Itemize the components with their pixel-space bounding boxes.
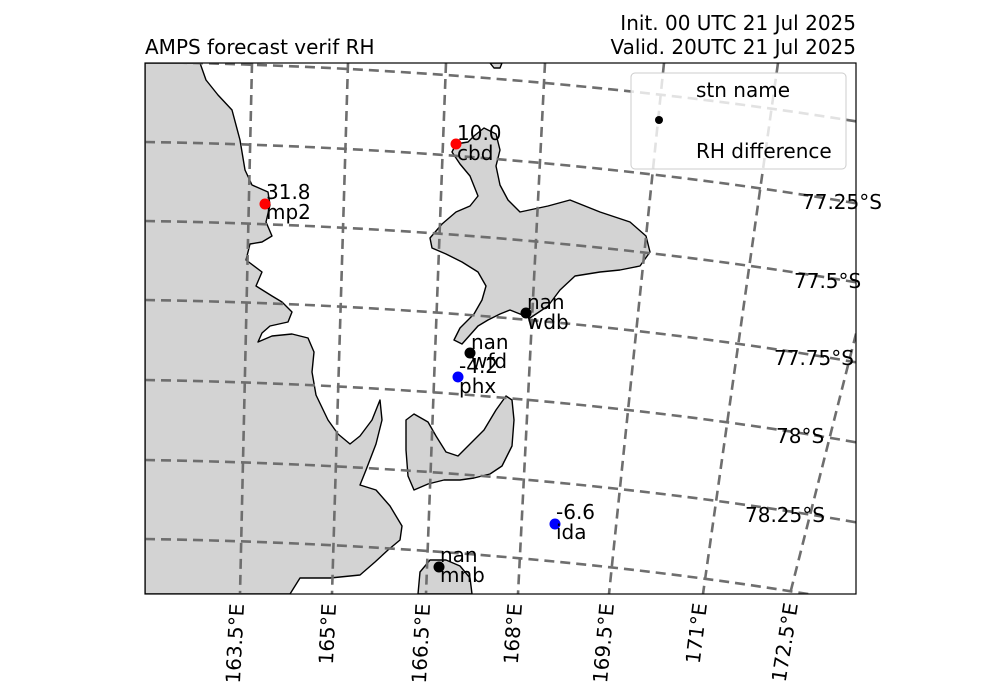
station-value: 31.8	[266, 180, 311, 204]
station-value: nan	[471, 330, 509, 354]
south-island-land	[405, 395, 515, 491]
station-name: mp2	[266, 200, 311, 224]
legend-station-name-label: stn name	[696, 78, 790, 102]
lon-label: 166.5°E	[407, 603, 435, 684]
station-wdb: nan wdb	[520, 290, 569, 334]
north-island-land	[429, 127, 651, 345]
station-marker	[450, 138, 462, 150]
station-marker	[452, 371, 464, 383]
latitude-gridlines	[145, 63, 856, 594]
latitude-labels: 77.25°S 77.5°S 77.75°S 78°S 78.25°S	[745, 190, 882, 527]
legend-marker	[655, 116, 663, 124]
longitude-labels: 163.5°E 165°E 166.5°E 168°E 169.5°E 171°…	[221, 601, 803, 684]
station-name: mnb	[440, 563, 485, 587]
station-name: cbd	[457, 141, 493, 165]
lon-label: 165°E	[314, 603, 341, 665]
station-name: wdb	[527, 310, 569, 334]
legend: stn name RH difference	[630, 72, 847, 170]
lon-label: 168°E	[499, 603, 527, 665]
station-value: nan	[440, 543, 478, 567]
map-frame	[144, 62, 857, 595]
station-phx: -4.2 phx	[452, 354, 498, 398]
station-marker	[433, 561, 445, 573]
map-title: AMPS forecast verif RH	[145, 35, 375, 59]
lon-label: 172.5°E	[767, 601, 803, 684]
lat-label: 77.25°S	[802, 190, 882, 214]
station-ida: -6.6 ida	[549, 500, 595, 544]
station-value: -6.6	[556, 500, 595, 524]
lat-label: 77.75°S	[774, 346, 854, 370]
legend-rh-difference-label: RH difference	[696, 139, 832, 163]
islet-land	[489, 63, 503, 69]
south-peninsula-land	[417, 559, 473, 594]
station-marker	[259, 198, 271, 210]
station-name: phx	[459, 374, 496, 398]
lon-label: 171°E	[681, 602, 712, 665]
station-marker	[549, 518, 561, 530]
station-cbd: 10.0 cbd	[450, 121, 502, 165]
station-name: ida	[556, 520, 587, 544]
station-value: 10.0	[457, 121, 502, 145]
station-marker	[464, 347, 476, 359]
lon-label: 169.5°E	[588, 602, 619, 684]
station-value: -4.2	[459, 354, 498, 378]
station-name: wfd	[471, 349, 507, 373]
station-value: nan	[527, 290, 565, 314]
station-mnb: nan mnb	[433, 543, 485, 587]
station-marker	[520, 307, 532, 319]
lat-label: 78°S	[776, 424, 824, 448]
init-time: Init. 00 UTC 21 Jul 2025	[620, 11, 856, 35]
map-area: stn name RH difference 31.8 mp2 10.0 cbd…	[145, 63, 856, 594]
lat-label: 77.5°S	[794, 269, 861, 293]
lat-label: 78.25°S	[745, 503, 825, 527]
valid-time: Valid. 20UTC 21 Jul 2025	[610, 35, 856, 59]
station-mp2: 31.8 mp2	[259, 180, 311, 224]
lon-label: 163.5°E	[221, 603, 249, 684]
station-wfd: nan wfd	[464, 330, 509, 373]
